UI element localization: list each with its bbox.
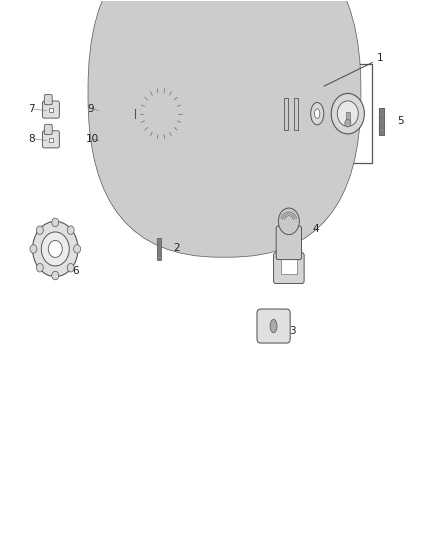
Bar [281,257,297,274]
FancyBboxPatch shape [42,101,60,118]
Text: 7: 7 [28,104,35,114]
Circle shape [345,119,351,127]
Circle shape [48,240,62,257]
Text: 4: 4 [313,224,319,235]
Bar [152,87,165,99]
Bar [346,111,350,123]
Circle shape [337,101,358,126]
Circle shape [52,271,59,280]
Text: 3: 3 [289,326,296,336]
Circle shape [41,232,69,266]
Text: 9: 9 [87,104,94,114]
Bar [130,64,372,163]
FancyBboxPatch shape [274,253,304,284]
Bar [284,98,288,130]
FancyBboxPatch shape [276,226,301,260]
Bar [379,108,384,135]
FancyBboxPatch shape [97,124,105,134]
Text: 5: 5 [397,116,404,126]
FancyBboxPatch shape [198,99,220,128]
Text: 6: 6 [73,266,79,276]
Bar [102,108,105,112]
FancyBboxPatch shape [257,309,290,343]
FancyBboxPatch shape [97,94,105,104]
Text: 10: 10 [85,134,99,144]
FancyBboxPatch shape [192,90,254,137]
Bar [49,138,53,142]
Ellipse shape [270,319,277,333]
FancyBboxPatch shape [44,124,52,134]
Text: 2: 2 [173,243,180,253]
Ellipse shape [311,102,324,125]
Circle shape [67,226,74,235]
Ellipse shape [314,109,320,118]
Circle shape [331,93,364,134]
Circle shape [36,263,43,272]
Circle shape [52,218,59,227]
Text: 8: 8 [28,134,35,144]
Bar [102,138,105,142]
Text: 1: 1 [377,53,384,63]
FancyBboxPatch shape [44,94,52,104]
Bar [294,98,298,130]
FancyBboxPatch shape [127,101,145,126]
FancyBboxPatch shape [95,101,112,118]
Bar [157,238,161,260]
Circle shape [32,221,78,277]
Circle shape [30,245,37,253]
Circle shape [74,245,81,253]
FancyBboxPatch shape [95,131,112,148]
Bar [49,108,53,112]
FancyBboxPatch shape [42,131,60,148]
FancyBboxPatch shape [88,0,361,257]
Circle shape [36,226,43,235]
Circle shape [140,88,182,139]
Ellipse shape [279,208,299,235]
Circle shape [67,263,74,272]
Circle shape [147,96,175,131]
